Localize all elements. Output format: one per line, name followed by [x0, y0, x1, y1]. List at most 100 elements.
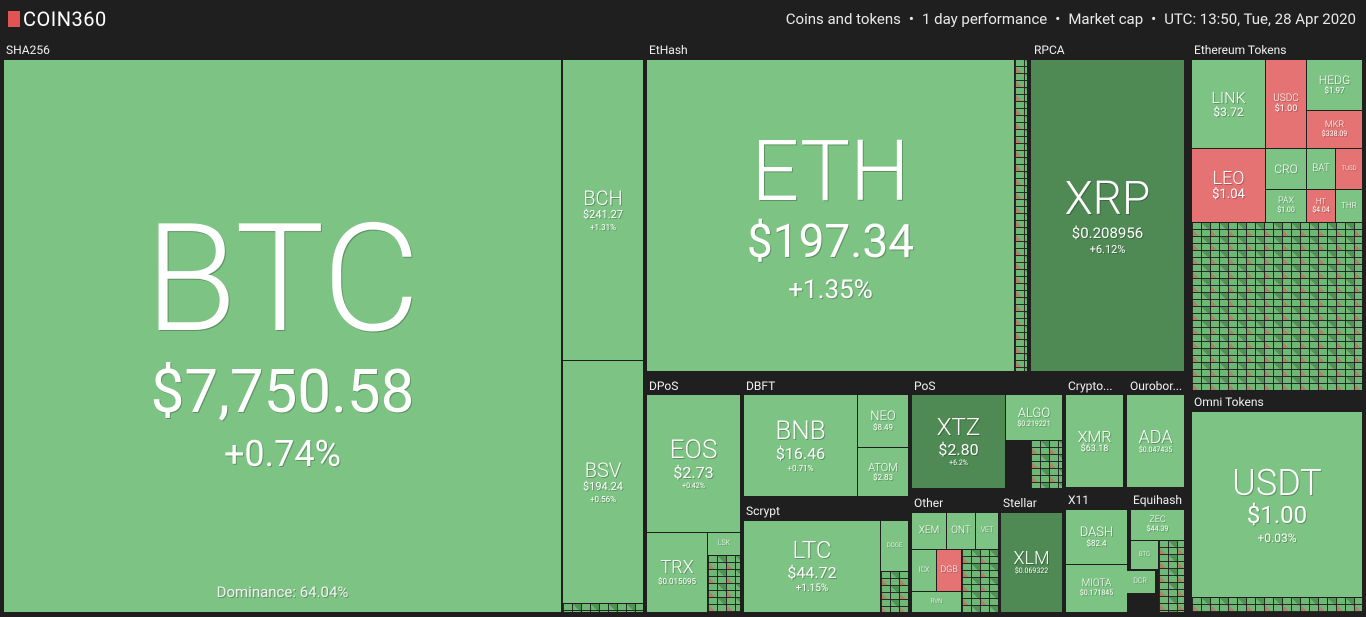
pos-mosaic: [1031, 441, 1062, 488]
coin-symbol: USDT: [1232, 461, 1322, 504]
coin-tile[interactable]: HT $4.04: [1307, 190, 1335, 222]
group-label[interactable]: Crypto...: [1068, 379, 1113, 393]
header-info-item: UTC: 13:50, Tue, 28 Apr 2020: [1164, 10, 1356, 28]
coin-tile[interactable]: ONT: [947, 513, 975, 549]
group-label[interactable]: Stellar: [1003, 496, 1037, 510]
coin-price: $2.73: [673, 463, 714, 483]
coin-symbol: ZEC: [1149, 515, 1166, 526]
coin-tile[interactable]: TUSD: [1336, 149, 1362, 189]
coin-tile[interactable]: HEDG $1.97: [1307, 60, 1362, 110]
coin-symbol: USDC: [1273, 92, 1299, 104]
coin-tile[interactable]: CRO: [1266, 149, 1306, 189]
coin-price: $1.00: [1277, 206, 1295, 215]
coin-price: $1.00: [1274, 103, 1298, 114]
coin-tile[interactable]: TRX $0.015095: [647, 533, 707, 612]
coin-tile[interactable]: ETH $197.34 +1.35%: [647, 60, 1014, 371]
coin-symbol: ICX: [918, 565, 930, 574]
coin-symbol: LINK: [1211, 87, 1246, 107]
scrypt-mosaic: [881, 572, 908, 612]
coin-symbol: DASH: [1079, 524, 1114, 540]
coin-price: $1.04: [1212, 187, 1245, 203]
coin-tile[interactable]: ZEC $44.39: [1131, 510, 1184, 540]
sha256-mosaic: [563, 604, 643, 612]
coin-tile[interactable]: VET: [976, 513, 998, 549]
coin-price: $338.09: [1321, 129, 1348, 138]
group-label[interactable]: SHA256: [6, 43, 50, 57]
coin-tile[interactable]: USDT $1.00 +0.03%: [1192, 412, 1362, 597]
coin-tile[interactable]: XLM $0.069322: [1001, 513, 1062, 612]
group-label[interactable]: Omni Tokens: [1194, 395, 1264, 409]
header-info-item: Market cap: [1068, 10, 1144, 28]
coin-price: $16.46: [775, 444, 826, 464]
coin-symbol: VET: [980, 526, 994, 535]
coin-tile[interactable]: LEO $1.04: [1192, 149, 1265, 222]
coin-tile[interactable]: BSV $194.24 +0.56%: [563, 361, 643, 603]
equihash-mosaic: [1159, 541, 1184, 612]
group-label[interactable]: Equihash: [1133, 493, 1183, 507]
coin-symbol: XTZ: [936, 413, 981, 442]
group-label[interactable]: RPCA: [1034, 43, 1065, 57]
coin-price: $0.208956: [1071, 223, 1144, 242]
coin-tile[interactable]: EOS $2.73 +0.42%: [647, 395, 740, 532]
coin-change: +0.71%: [787, 464, 814, 474]
coin-tile[interactable]: XEM: [912, 513, 946, 549]
coin-tile[interactable]: ALGO $0.219221: [1006, 395, 1062, 440]
group-label[interactable]: EtHash: [649, 43, 688, 57]
coin-tile[interactable]: THR: [1336, 190, 1362, 222]
coin-tile[interactable]: DGB: [937, 550, 961, 591]
group-label[interactable]: Scrypt: [746, 504, 780, 518]
coin-tile[interactable]: ICX: [912, 550, 936, 591]
group-label[interactable]: PoS: [914, 379, 936, 393]
logo[interactable]: COIN360: [8, 7, 107, 31]
separator: •: [1055, 10, 1061, 28]
group-label[interactable]: X11: [1068, 493, 1090, 507]
coin-tile[interactable]: MIOTA $0.171845: [1066, 565, 1127, 612]
coin-price: $0.015095: [657, 576, 697, 586]
coin-symbol: BCH: [583, 185, 623, 210]
coin-tile[interactable]: BNB $16.46 +0.71%: [744, 395, 857, 496]
coin-tile[interactable]: XRP $0.208956 +6.12%: [1031, 60, 1184, 371]
coin-tile[interactable]: PAX $1.00: [1266, 190, 1306, 222]
coin-symbol: HT: [1315, 196, 1327, 206]
coin-price: $0.219221: [1017, 419, 1051, 428]
coin-tile[interactable]: LINK $3.72: [1192, 60, 1265, 148]
group-label[interactable]: Ourobor...: [1130, 379, 1183, 393]
coin-symbol: MIOTA: [1081, 578, 1112, 590]
coin-symbol: ONT: [951, 524, 971, 536]
coin-tile[interactable]: BTC $7,750.58 +0.74% Dominance: 64.04%: [4, 60, 561, 612]
coin-tile[interactable]: DOGE: [881, 521, 908, 571]
coin-tile[interactable]: DASH $82.4: [1066, 510, 1127, 564]
coin-symbol: ETH: [751, 122, 910, 222]
coin-symbol: RVN: [930, 597, 943, 605]
coin-tile[interactable]: ADA $0.047435: [1127, 395, 1184, 487]
coin-tile[interactable]: RVN: [912, 592, 961, 612]
coin-tile[interactable]: DCR: [1125, 571, 1155, 593]
group-label[interactable]: DBFT: [746, 379, 776, 393]
coin-tile[interactable]: BTG: [1131, 541, 1158, 569]
coin-tile[interactable]: BCH $241.27 +1.31%: [563, 60, 643, 360]
coin-symbol: NEO: [870, 408, 896, 424]
coin-price: $3.72: [1213, 105, 1244, 120]
dominance: Dominance: 64.04%: [216, 582, 349, 601]
coin-change: +0.74%: [224, 433, 341, 476]
coin-change: +1.31%: [590, 222, 616, 232]
coin-symbol: BSV: [584, 457, 622, 482]
coin-tile[interactable]: LTC $44.72 +1.15%: [744, 521, 880, 612]
coin-tile[interactable]: NEO $8.49: [858, 395, 908, 447]
group-label[interactable]: Ethereum Tokens: [1194, 43, 1287, 57]
coin-symbol: LSK: [717, 539, 731, 548]
coin-tile[interactable]: ATOM $2.83: [858, 448, 908, 496]
coin-tile[interactable]: USDC $1.00: [1266, 60, 1306, 148]
coin-symbol: PAX: [1277, 196, 1295, 207]
coin-tile[interactable]: BAT: [1307, 149, 1335, 189]
coin-tile[interactable]: MKR $338.09: [1307, 111, 1362, 148]
coin-tile[interactable]: LSK: [708, 533, 740, 555]
coin-symbol: DGB: [940, 564, 958, 575]
coin-tile[interactable]: XTZ $2.80 +6.2%: [912, 395, 1005, 488]
group-label[interactable]: Other: [914, 496, 944, 510]
group-label[interactable]: DPoS: [649, 379, 679, 393]
coin-price: $1.97: [1324, 86, 1345, 96]
coin-tile[interactable]: XMR $63.18: [1066, 395, 1123, 487]
coin-symbol: XMR: [1077, 426, 1112, 446]
